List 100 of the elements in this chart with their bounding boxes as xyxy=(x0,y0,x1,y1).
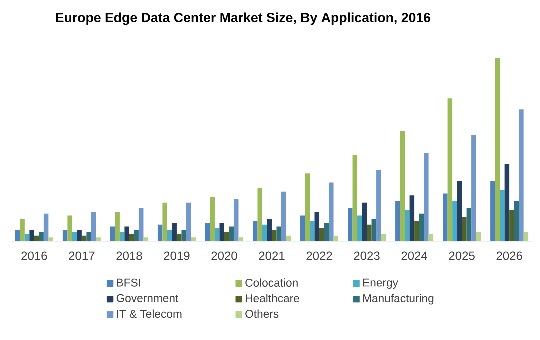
bar xyxy=(172,223,177,242)
x-tick-label: 2019 xyxy=(164,252,190,260)
bar xyxy=(381,234,386,242)
bar xyxy=(162,202,168,242)
bar xyxy=(77,230,82,242)
bar xyxy=(96,238,101,242)
bar xyxy=(457,180,462,242)
bar xyxy=(68,216,72,242)
bar xyxy=(372,219,377,242)
bar xyxy=(72,232,78,242)
bar xyxy=(424,153,429,242)
legend-label: Energy xyxy=(363,278,398,290)
x-tick-label: 2020 xyxy=(212,252,238,260)
bar xyxy=(229,226,234,242)
legend-label: Healthcare xyxy=(246,294,300,303)
bar xyxy=(519,110,524,242)
bar xyxy=(472,135,476,242)
bar xyxy=(234,199,239,242)
bar xyxy=(224,232,230,242)
legend-label: IT & Telecom xyxy=(117,310,182,318)
bar xyxy=(124,226,130,242)
bar xyxy=(110,226,116,242)
bar xyxy=(348,208,353,242)
bar xyxy=(300,216,306,242)
bar xyxy=(186,202,192,242)
bar xyxy=(267,219,272,242)
x-tick-label: 2023 xyxy=(354,252,380,260)
x-tick-label: 2018 xyxy=(116,252,142,260)
bar xyxy=(262,224,268,242)
bar xyxy=(134,230,139,242)
bar xyxy=(414,221,420,242)
bar xyxy=(258,188,262,242)
bar xyxy=(252,221,258,242)
bar xyxy=(138,208,144,242)
bar xyxy=(214,228,220,242)
x-tick-label: 2026 xyxy=(496,252,522,260)
bar xyxy=(276,226,282,242)
bar xyxy=(362,202,368,242)
bar xyxy=(15,230,20,242)
bar xyxy=(86,232,92,242)
bar xyxy=(352,155,358,242)
bar xyxy=(310,221,315,242)
bar xyxy=(272,230,277,242)
bar xyxy=(205,223,210,242)
bar xyxy=(238,238,244,242)
bar xyxy=(476,232,482,242)
bar xyxy=(514,201,520,242)
bar xyxy=(182,230,186,242)
bar xyxy=(405,210,410,242)
bar xyxy=(220,223,224,242)
bar xyxy=(500,190,505,242)
bar xyxy=(210,197,215,242)
chart-title: Europe Edge Data Center Market Size, By Application, 2016 xyxy=(56,12,431,26)
bar xyxy=(462,218,467,242)
x-tick-label: 2017 xyxy=(69,252,95,260)
x-tick-label: 2025 xyxy=(449,252,475,260)
bar xyxy=(504,164,510,242)
bar xyxy=(129,234,134,242)
x-tick-label: 2021 xyxy=(259,252,285,260)
bar xyxy=(39,232,44,242)
legend-label: Colocation xyxy=(246,278,298,287)
bar xyxy=(428,234,434,242)
bar xyxy=(324,223,330,242)
bar xyxy=(320,228,324,242)
bar xyxy=(448,98,453,242)
bar xyxy=(490,180,496,242)
bar xyxy=(24,234,30,242)
bar xyxy=(358,216,362,242)
bar xyxy=(144,238,148,242)
bar xyxy=(20,219,25,242)
legend-label: Manufacturing xyxy=(363,294,434,305)
x-tick-label: 2016 xyxy=(22,252,48,260)
bar xyxy=(376,170,382,242)
bar xyxy=(329,182,334,242)
legend-label: Others xyxy=(246,310,279,318)
bar xyxy=(524,232,529,242)
bar xyxy=(282,192,286,242)
bar xyxy=(48,238,54,242)
x-tick-label: 2022 xyxy=(306,252,332,260)
bar xyxy=(167,230,172,242)
bar xyxy=(410,196,415,242)
bar xyxy=(466,208,472,242)
bar xyxy=(443,194,448,242)
legend-label: BFSI xyxy=(117,278,140,287)
bar xyxy=(176,234,182,242)
bar xyxy=(62,230,68,242)
bar xyxy=(314,212,320,242)
x-tick-label: 2024 xyxy=(402,252,428,260)
bar xyxy=(44,214,49,242)
bar xyxy=(30,230,34,242)
legend-label: Government xyxy=(116,294,179,302)
bar xyxy=(452,201,458,242)
bar xyxy=(510,210,514,242)
bar xyxy=(120,232,125,242)
bar xyxy=(419,214,424,242)
bar xyxy=(396,201,400,242)
bar xyxy=(91,212,96,242)
bar xyxy=(367,224,372,242)
bar xyxy=(115,212,120,242)
bar xyxy=(158,224,163,242)
